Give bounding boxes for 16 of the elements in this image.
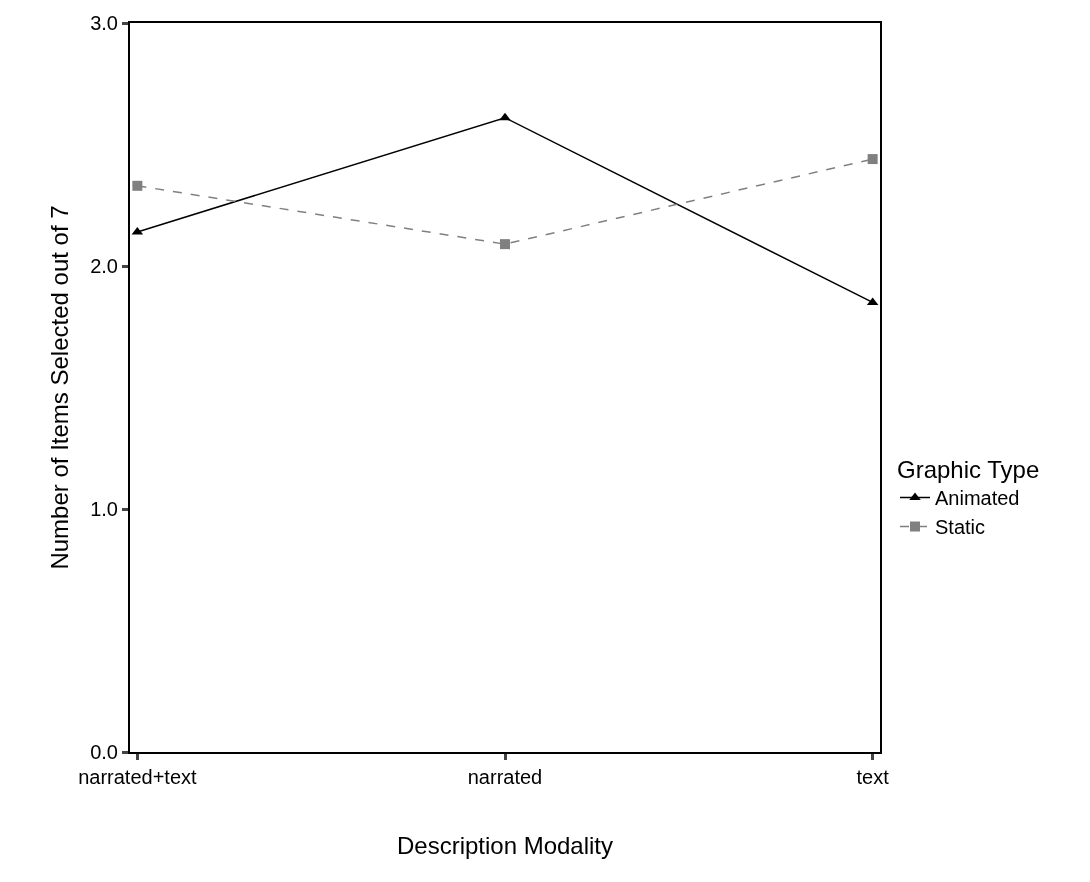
legend-title: Graphic Type — [897, 456, 1040, 484]
y-tick-label: 0.0 — [90, 741, 118, 763]
y-tick-label: 1.0 — [90, 498, 118, 520]
y-axis-title: Number of Items Selected out of 7 — [45, 205, 73, 570]
y-tick-label: 2.0 — [90, 255, 118, 277]
legend-label: Animated — [935, 487, 1020, 510]
point — [500, 239, 510, 250]
point — [132, 180, 143, 191]
x-tick-label: narrated+text — [78, 766, 197, 788]
y-tick-label: 3.0 — [90, 12, 118, 34]
x-tick-label: text — [856, 766, 890, 788]
x-tick-label: narrated — [467, 766, 543, 788]
x-axis-title: Description Modality — [396, 831, 614, 859]
legend-label: Static — [935, 516, 986, 539]
point — [867, 154, 878, 165]
point — [499, 112, 511, 121]
